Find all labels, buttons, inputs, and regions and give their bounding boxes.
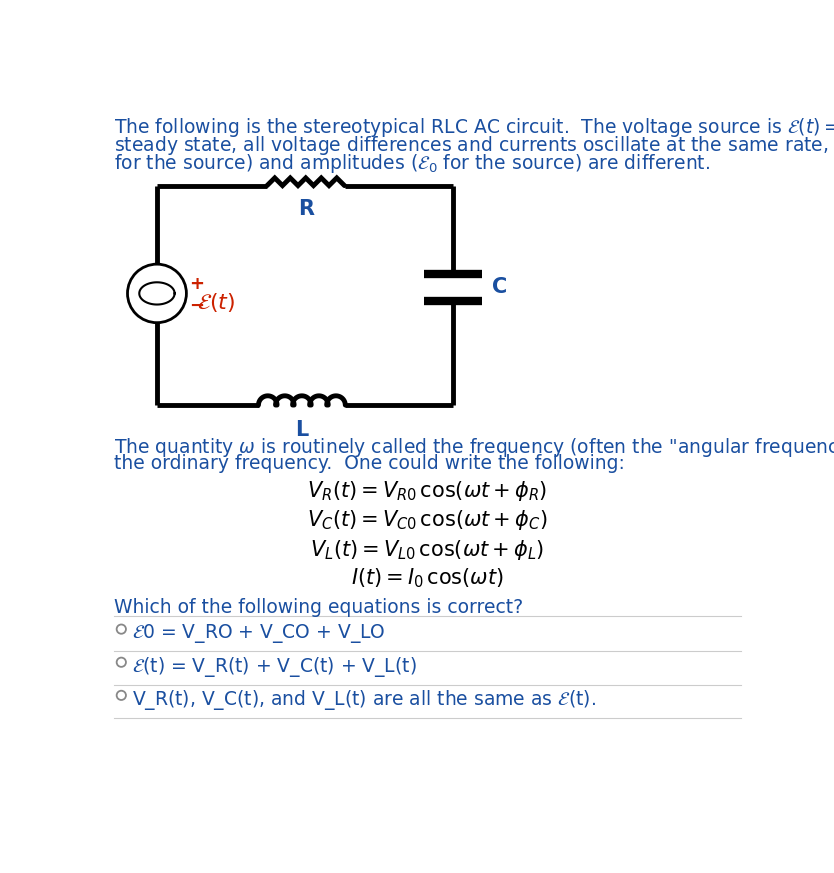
Text: $\mathcal{E}(t)$: $\mathcal{E}(t)$ — [198, 292, 236, 314]
Text: steady state, all voltage differences and currents oscillate at the same rate, b: steady state, all voltage differences an… — [113, 134, 834, 157]
Text: V_R(t), V_C(t), and V_L(t) are all the same as $\mathcal{E}$(t).: V_R(t), V_C(t), and V_L(t) are all the s… — [132, 689, 596, 712]
Text: for the source) and amplitudes ($\mathcal{E}_0$ for the source) are different.: for the source) and amplitudes ($\mathca… — [113, 153, 710, 175]
Text: $V_L(t) = V_{L0}\,\cos(\omega t + \phi_L)$: $V_L(t) = V_{L0}\,\cos(\omega t + \phi_L… — [310, 538, 545, 561]
Text: The quantity $\omega$ is routinely called the frequency (often the "angular freq: The quantity $\omega$ is routinely calle… — [113, 436, 834, 459]
Text: $V_C(t) = V_{C0}\,\cos(\omega t + \phi_C)$: $V_C(t) = V_{C0}\,\cos(\omega t + \phi_C… — [307, 508, 548, 533]
Text: Which of the following equations is correct?: Which of the following equations is corr… — [113, 597, 523, 616]
Text: C: C — [492, 278, 507, 297]
Text: L: L — [295, 421, 309, 441]
Text: −: − — [189, 297, 204, 315]
Text: $\mathcal{E}$(t) = V_R(t) + V_C(t) + V_L(t): $\mathcal{E}$(t) = V_R(t) + V_C(t) + V_L… — [132, 656, 417, 679]
Text: The following is the stereotypical RLC AC circuit.  The voltage source is $\math: The following is the stereotypical RLC A… — [113, 115, 834, 139]
Text: $\mathcal{E}$0 = V_RO + V_CO + V_LO: $\mathcal{E}$0 = V_RO + V_CO + V_LO — [132, 622, 385, 645]
Text: $I(t) = I_0\,\cos(\omega t)$: $I(t) = I_0\,\cos(\omega t)$ — [351, 567, 504, 590]
Text: the ordinary frequency.  One could write the following:: the ordinary frequency. One could write … — [113, 454, 625, 473]
Text: $V_R(t) = V_{R0}\,\cos(\omega t + \phi_R)$: $V_R(t) = V_{R0}\,\cos(\omega t + \phi_R… — [307, 479, 548, 503]
Text: R: R — [298, 199, 314, 219]
Text: +: + — [189, 275, 204, 293]
